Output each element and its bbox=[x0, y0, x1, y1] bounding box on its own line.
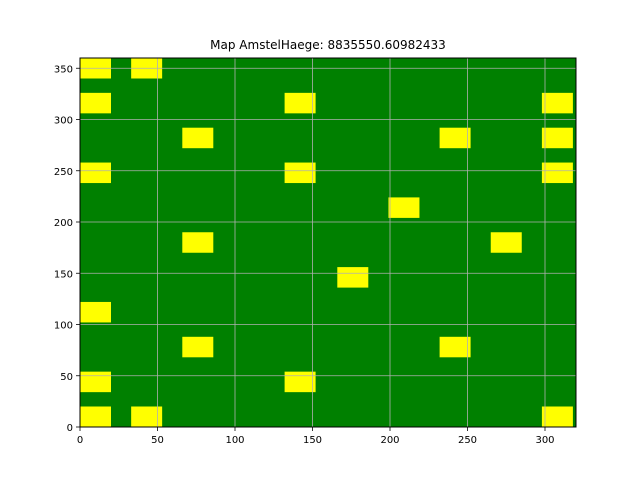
y-tick-label-250: 250 bbox=[54, 167, 73, 178]
y-tick-label-150: 150 bbox=[54, 269, 73, 280]
house-10 bbox=[541, 162, 573, 184]
house-6 bbox=[439, 127, 471, 149]
x-tick-label-200: 200 bbox=[380, 435, 399, 446]
house-20 bbox=[80, 406, 111, 427]
house-21 bbox=[131, 406, 163, 427]
house-2 bbox=[80, 92, 111, 114]
x-tick-label-150: 150 bbox=[303, 435, 322, 446]
axes-frame bbox=[79, 57, 577, 428]
x-tick-label-0: 0 bbox=[77, 435, 83, 446]
y-tick-label-0: 0 bbox=[67, 423, 73, 434]
house-3 bbox=[284, 92, 316, 114]
chart-title: Map AmstelHaege: 8835550.60982433 bbox=[210, 38, 446, 52]
house-11 bbox=[388, 197, 420, 218]
house-7 bbox=[541, 127, 573, 149]
house-16 bbox=[182, 336, 214, 358]
house-4 bbox=[541, 92, 573, 114]
house-8 bbox=[80, 162, 111, 184]
house-13 bbox=[490, 232, 522, 253]
house-12 bbox=[182, 232, 214, 253]
house-15 bbox=[80, 301, 111, 323]
x-tick-label-300: 300 bbox=[535, 435, 554, 446]
y-tick-label-200: 200 bbox=[54, 218, 73, 229]
house-22 bbox=[541, 406, 573, 427]
house-9 bbox=[284, 162, 316, 184]
x-tick-label-100: 100 bbox=[225, 435, 244, 446]
x-tick-label-50: 50 bbox=[151, 435, 164, 446]
house-18 bbox=[80, 371, 111, 393]
y-tick-label-300: 300 bbox=[54, 116, 73, 127]
house-14 bbox=[337, 267, 369, 288]
house-17 bbox=[439, 336, 471, 358]
house-19 bbox=[284, 371, 316, 393]
x-tick-label-250: 250 bbox=[458, 435, 477, 446]
y-tick-label-50: 50 bbox=[60, 372, 73, 383]
y-tick-label-100: 100 bbox=[54, 321, 73, 332]
y-tick-label-350: 350 bbox=[54, 64, 73, 75]
house-5 bbox=[182, 127, 214, 149]
